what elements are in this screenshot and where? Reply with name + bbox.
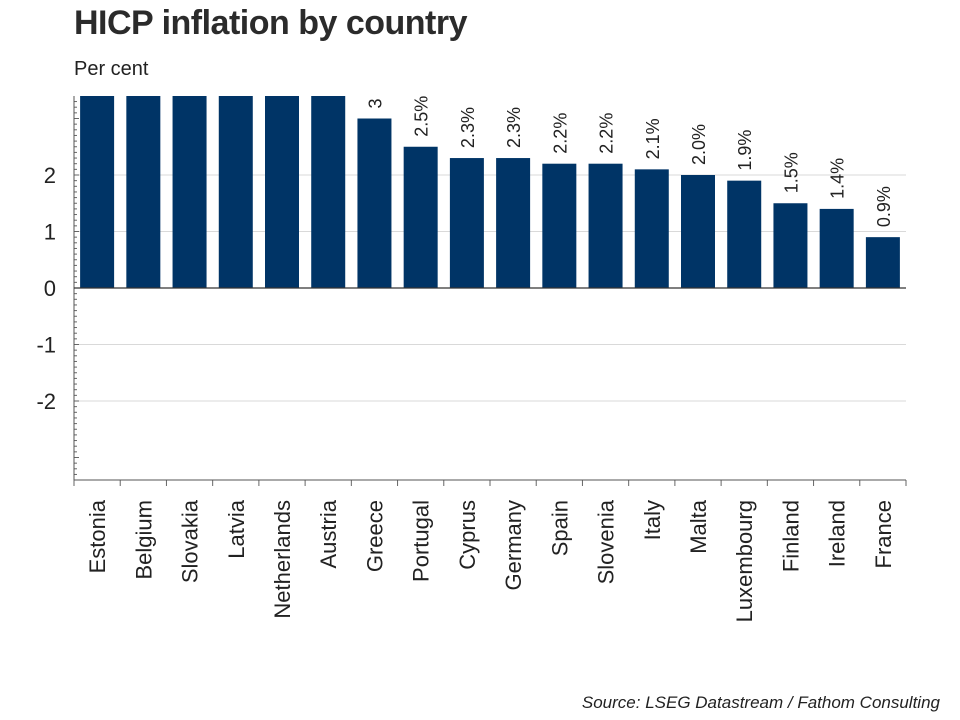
data-label: 0.9%: [874, 186, 894, 227]
axes: [73, 96, 907, 486]
x-category-label: Portugal: [409, 500, 434, 582]
bar: [681, 175, 715, 288]
x-category-label: Slovenia: [594, 499, 619, 584]
bar: [727, 180, 762, 288]
bar: [218, 96, 253, 288]
x-axis-labels: Estonia Belgium Slovakia Latvia Netherlands A…: [85, 499, 896, 622]
y-tick-label: 0: [44, 276, 56, 301]
bar: [265, 96, 299, 288]
bar: [80, 96, 115, 288]
data-label: 2.2%: [597, 113, 617, 154]
bar: [126, 96, 161, 288]
x-category-label: Spain: [547, 500, 572, 556]
bar: [172, 96, 207, 288]
bar: [542, 163, 577, 288]
y-tick-label: 2: [44, 163, 56, 188]
x-category-label: Luxembourg: [732, 500, 757, 622]
bar: [403, 146, 438, 288]
bar: [449, 158, 484, 288]
x-category-label: France: [871, 500, 896, 568]
bar: [357, 118, 392, 288]
data-label: 2.3%: [504, 107, 524, 148]
x-category-label: Greece: [362, 500, 387, 572]
bar: [496, 158, 531, 288]
data-label: 2.2%: [550, 113, 570, 154]
bars: [80, 96, 900, 288]
x-category-label: Malta: [686, 499, 711, 554]
bar: [311, 96, 346, 288]
data-label: 2.3%: [458, 107, 478, 148]
data-label: 3: [365, 98, 385, 108]
x-category-label: Estonia: [85, 499, 110, 573]
bar: [773, 203, 808, 288]
y-tick-label: -1: [36, 333, 56, 358]
data-label: 2.0%: [689, 124, 709, 165]
y-tick-label: 1: [44, 220, 56, 245]
x-category-label: Austria: [316, 499, 341, 568]
x-category-label: Netherlands: [270, 500, 295, 619]
source-note: Source: LSEG Datastream / Fathom Consult…: [581, 693, 940, 712]
gridlines: [74, 174, 906, 402]
bar: [865, 237, 900, 288]
data-label: 1.5%: [781, 152, 801, 193]
chart-subtitle: Per cent: [74, 58, 149, 80]
y-axis-ticks: -2 -1 0 1 2: [36, 163, 56, 414]
bar: [819, 208, 854, 288]
x-category-label: Cyprus: [455, 500, 480, 570]
x-category-label: Finland: [778, 500, 803, 572]
bar: [634, 169, 669, 288]
data-label: 2.5%: [412, 96, 432, 137]
bar: [588, 163, 623, 288]
data-labels: 3 2.5% 2.3% 2.3% 2.2% 2.2% 2.1% 2.0% 1.9% 1.5% 1.4…: [365, 96, 893, 227]
data-label: 1.4%: [828, 158, 848, 199]
x-category-label: Ireland: [825, 500, 850, 567]
x-category-label: Belgium: [131, 500, 156, 579]
x-category-label: Latvia: [224, 499, 249, 558]
x-category-label: Italy: [640, 500, 665, 540]
x-category-label: Slovakia: [178, 499, 203, 583]
data-label: 2.1%: [643, 118, 663, 159]
data-label: 1.9%: [735, 130, 755, 171]
x-category-label: Germany: [501, 500, 526, 590]
chart-title: HICP inflation by country: [74, 4, 468, 42]
y-tick-label: -2: [36, 389, 56, 414]
